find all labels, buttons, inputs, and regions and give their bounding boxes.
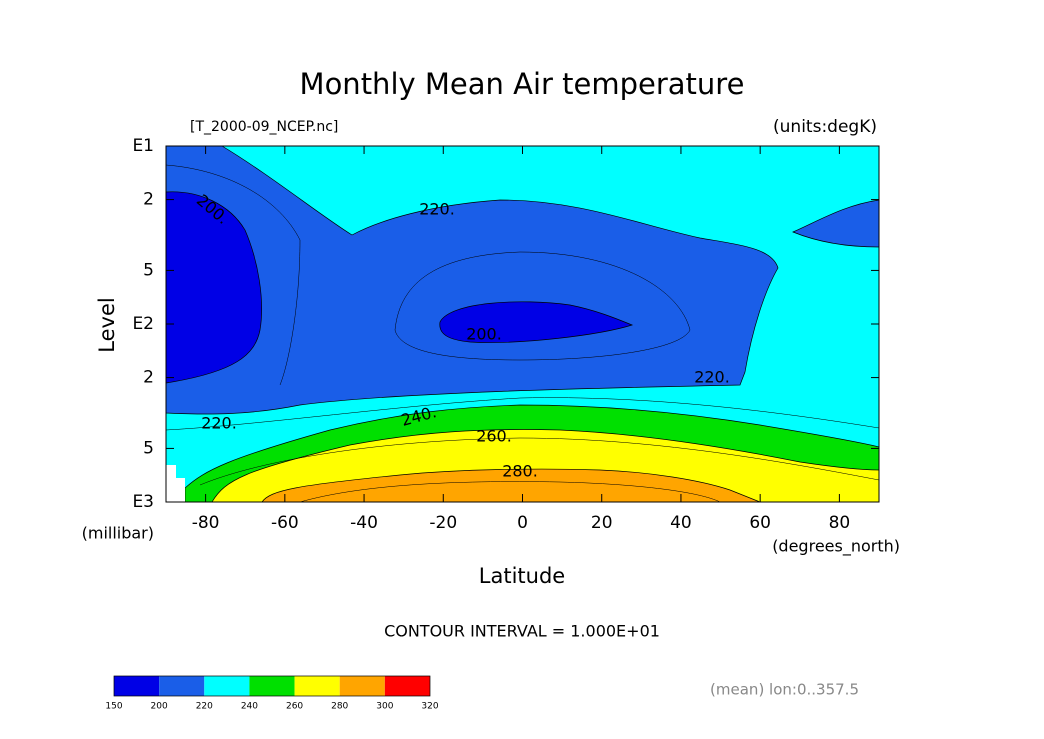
y-tick-label: 5: [143, 260, 154, 280]
y-tick-label: 5: [143, 438, 154, 458]
contour-region: [439, 301, 634, 343]
colorbar-label: 280: [331, 702, 348, 712]
contour-line: [165, 397, 880, 431]
colorbar-label: 220: [196, 702, 213, 712]
colorbar-segment: [384, 676, 430, 696]
units: (units:degK): [773, 117, 877, 137]
y-tick-label: 2: [143, 190, 154, 210]
chart-title: Monthly Mean Air temperature: [300, 67, 745, 101]
subtitle: [T_2000-09_NCEP.nc]: [190, 119, 338, 135]
colorbar-segment: [114, 676, 160, 696]
x-tick-label: -80: [192, 513, 220, 533]
y-tick-label: 2: [143, 368, 154, 388]
contour-line: [394, 251, 691, 361]
colorbar-label: 150: [105, 702, 122, 712]
x-tick-label: -20: [429, 513, 457, 533]
contour-line: [299, 481, 721, 503]
contour-line: [199, 437, 880, 486]
colorbar-frame: [113, 675, 431, 697]
y-tick-label: E3: [132, 492, 154, 512]
y-axis-label: Level: [95, 297, 119, 352]
x-tick-label: 80: [829, 513, 851, 533]
colorbar-label: 300: [376, 702, 393, 712]
x-unit: (degrees_north): [772, 537, 900, 557]
x-tick-label: -40: [350, 513, 378, 533]
contour-label: 220.: [694, 368, 730, 387]
colorbar-label: 260: [286, 702, 303, 712]
colorbar-segment: [204, 676, 250, 696]
contour-label: 220.: [419, 200, 455, 219]
colorbar-segment: [294, 676, 340, 696]
colorbar-segment: [159, 676, 205, 696]
contour-region: [165, 191, 262, 384]
footnote: (mean) lon:0..357.5: [710, 681, 859, 699]
x-tick-label: 60: [749, 513, 771, 533]
contour-label: 280.: [502, 462, 538, 481]
colorbar-label: 240: [241, 702, 258, 712]
contour-label: 200.: [466, 325, 502, 344]
contour-region: [261, 468, 761, 503]
y-tick-label: E2: [132, 314, 154, 334]
contour-field: [165, 145, 880, 503]
contour-region: [165, 145, 779, 415]
colorbar-segment: [249, 676, 295, 696]
x-tick-label: 40: [670, 513, 692, 533]
contour-label: 260.: [476, 427, 512, 446]
y-unit: (millibar): [82, 524, 154, 543]
colorbar-label: 200: [151, 702, 168, 712]
x-tick-label: 20: [591, 513, 613, 533]
contour-line: [165, 164, 301, 386]
colorbar-label: 320: [421, 702, 438, 712]
x-tick-label: -60: [271, 513, 299, 533]
no-data: [166, 465, 185, 502]
x-tick-label: 0: [517, 513, 528, 533]
colorbar-segment: [339, 676, 385, 696]
contour-label: 220.: [201, 414, 237, 433]
y-tick-label: E1: [132, 136, 154, 156]
x-axis-label: Latitude: [479, 564, 565, 588]
contour-interval: CONTOUR INTERVAL = 1.000E+01: [384, 622, 660, 641]
